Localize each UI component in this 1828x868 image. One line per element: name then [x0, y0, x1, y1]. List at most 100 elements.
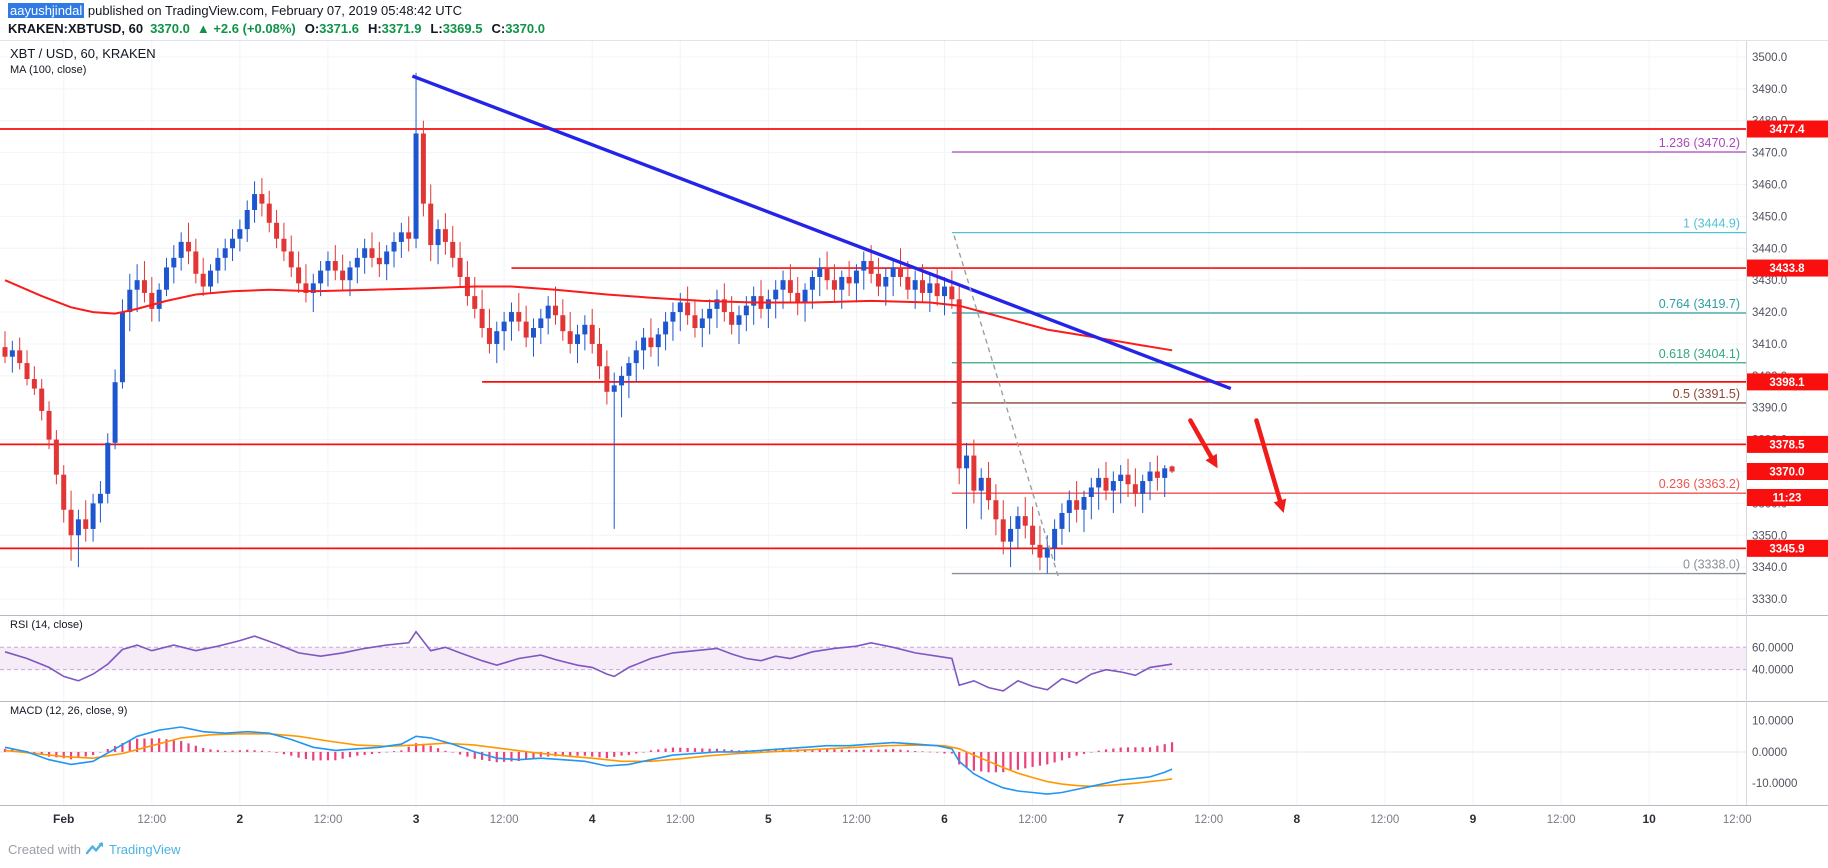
footer: Created with TradingView	[8, 841, 181, 857]
svg-text:3430.0: 3430.0	[1752, 275, 1787, 287]
svg-text:3390.0: 3390.0	[1752, 403, 1787, 415]
close-label: C:	[491, 21, 506, 36]
svg-text:3440.0: 3440.0	[1752, 243, 1787, 255]
publish-info-bar: aayushjindal published on TradingView.co…	[8, 3, 462, 18]
fib-label: 0.5 (3391.5)	[1673, 387, 1740, 401]
macd-histogram	[3, 738, 1174, 773]
svg-text:10: 10	[1642, 812, 1656, 826]
svg-text:0.0000: 0.0000	[1752, 747, 1787, 759]
low-label: L:	[430, 21, 443, 36]
fib-label: 1 (3444.9)	[1683, 217, 1740, 231]
svg-text:7: 7	[1117, 812, 1124, 826]
macd-line	[4, 726, 1173, 795]
svg-text:-10.0000: -10.0000	[1752, 778, 1797, 790]
ma-indicator-legend: MA (100, close)	[10, 64, 87, 76]
svg-text:3: 3	[413, 812, 420, 826]
svg-text:3490.0: 3490.0	[1752, 84, 1787, 96]
rsi-indicator-legend: RSI (14, close)	[10, 619, 83, 631]
svg-text:3398.1: 3398.1	[1769, 377, 1805, 389]
symbol-header: KRAKEN:XBTUSD, 60 3370.0 ▲ +2.6 (+0.08%) O:…	[8, 21, 545, 36]
horizontal-levels	[0, 128, 1746, 550]
price-change: ▲ +2.6 (+0.08%)	[196, 21, 296, 36]
level-price-badge	[1747, 120, 1828, 138]
bar-countdown-badge	[1747, 489, 1828, 506]
svg-text:12:00: 12:00	[490, 814, 519, 826]
svg-text:3433.8: 3433.8	[1769, 263, 1805, 275]
author-username[interactable]: aayushjindal	[8, 3, 85, 18]
tradingview-logo-icon[interactable]	[85, 841, 104, 857]
high-label: H:	[367, 21, 382, 36]
svg-text:3470.0: 3470.0	[1752, 148, 1787, 160]
svg-text:3477.4: 3477.4	[1769, 124, 1805, 136]
level-price-badge	[1747, 539, 1828, 557]
main-pane-legend: XBT / USD, 60, KRAKEN	[10, 46, 156, 61]
svg-text:3500.0: 3500.0	[1752, 52, 1787, 64]
level-price-badge	[1747, 435, 1828, 453]
svg-text:12:00: 12:00	[1018, 814, 1047, 826]
svg-text:10.0000: 10.0000	[1752, 716, 1794, 728]
rsi-line	[4, 630, 1173, 692]
symbol-name: KRAKEN:XBTUSD, 60	[8, 21, 144, 36]
rsi-band	[0, 647, 1746, 670]
tradingview-brand-text[interactable]: TradingView	[108, 841, 181, 857]
svg-text:12:00: 12:00	[666, 814, 695, 826]
fib-label: 1.236 (3470.2)	[1659, 136, 1740, 150]
svg-text:12:00: 12:00	[314, 814, 343, 826]
chart-area: 1.236 (3470.2) 1 (3444.9) 0.764 (3419.7) 0.…	[0, 40, 1828, 832]
last-price-badge	[1747, 463, 1828, 480]
price-chart-canvas: 1.236 (3470.2) 1 (3444.9) 0.764 (3419.7) 0.…	[0, 41, 1828, 826]
bearish-arrows	[1188, 418, 1287, 513]
svg-text:3340.0: 3340.0	[1752, 562, 1787, 574]
svg-text:3460.0: 3460.0	[1752, 180, 1787, 192]
svg-text:9: 9	[1470, 812, 1477, 826]
svg-text:4: 4	[589, 812, 596, 826]
created-with-text: Created with	[8, 841, 81, 857]
macd-indicator-legend: MACD (12, 26, close, 9)	[10, 705, 128, 717]
svg-text:3370.0: 3370.0	[1769, 467, 1804, 479]
svg-text:2: 2	[237, 812, 244, 826]
svg-text:3410.0: 3410.0	[1752, 339, 1787, 351]
svg-text:3345.9: 3345.9	[1769, 543, 1804, 555]
fib-label: 0 (3338.0)	[1683, 558, 1740, 572]
svg-text:3450.0: 3450.0	[1752, 211, 1787, 223]
ma100-line	[4, 279, 1173, 352]
publish-text: published on TradingView.com, February 0…	[84, 3, 462, 18]
svg-text:8: 8	[1293, 812, 1300, 826]
svg-text:12:00: 12:00	[1371, 814, 1400, 826]
fib-label: 0.236 (3363.2)	[1659, 477, 1740, 491]
svg-text:12:00: 12:00	[1194, 814, 1223, 826]
grid	[0, 41, 1746, 805]
svg-text:11:23: 11:23	[1773, 493, 1802, 505]
svg-text:3420.0: 3420.0	[1752, 307, 1787, 319]
time-scale[interactable]: Feb 12:00 2 12:00 3 12:00 4 12:00 5 12:00 6 12:00 7 1…	[53, 812, 1752, 826]
low-value: 3369.5	[442, 21, 483, 36]
svg-text:3330.0: 3330.0	[1752, 594, 1787, 606]
svg-text:6: 6	[941, 812, 948, 826]
svg-text:60.0000: 60.0000	[1752, 642, 1794, 654]
open-label: O:	[304, 21, 320, 36]
fib-label: 0.618 (3404.1)	[1659, 347, 1740, 361]
svg-text:12:00: 12:00	[842, 814, 871, 826]
svg-text:12:00: 12:00	[137, 814, 166, 826]
svg-text:12:00: 12:00	[1723, 814, 1752, 826]
svg-text:Feb: Feb	[53, 812, 74, 826]
level-price-badge	[1747, 373, 1828, 391]
svg-text:3378.5: 3378.5	[1769, 439, 1805, 451]
macd-signal-line	[4, 733, 1173, 788]
candlestick-series	[2, 72, 1175, 574]
last-price-value: 3370.0	[150, 21, 190, 36]
level-price-badge	[1747, 259, 1828, 277]
fib-label: 0.764 (3419.7)	[1659, 297, 1740, 311]
fib-retracement: 1.236 (3470.2) 1 (3444.9) 0.764 (3419.7) 0.…	[951, 136, 1746, 575]
high-value: 3371.9	[381, 21, 422, 36]
svg-text:3350.0: 3350.0	[1752, 530, 1787, 542]
price-scale[interactable]: 3500.03490.03480.03470.03460.03450.03440…	[1752, 52, 1797, 790]
close-value: 3370.0	[505, 21, 545, 36]
svg-text:12:00: 12:00	[1547, 814, 1576, 826]
open-value: 3371.6	[319, 21, 359, 36]
svg-text:5: 5	[765, 812, 772, 826]
dashed-projection-line	[953, 235, 1059, 577]
svg-text:40.0000: 40.0000	[1752, 665, 1794, 677]
trendline	[411, 74, 1232, 391]
